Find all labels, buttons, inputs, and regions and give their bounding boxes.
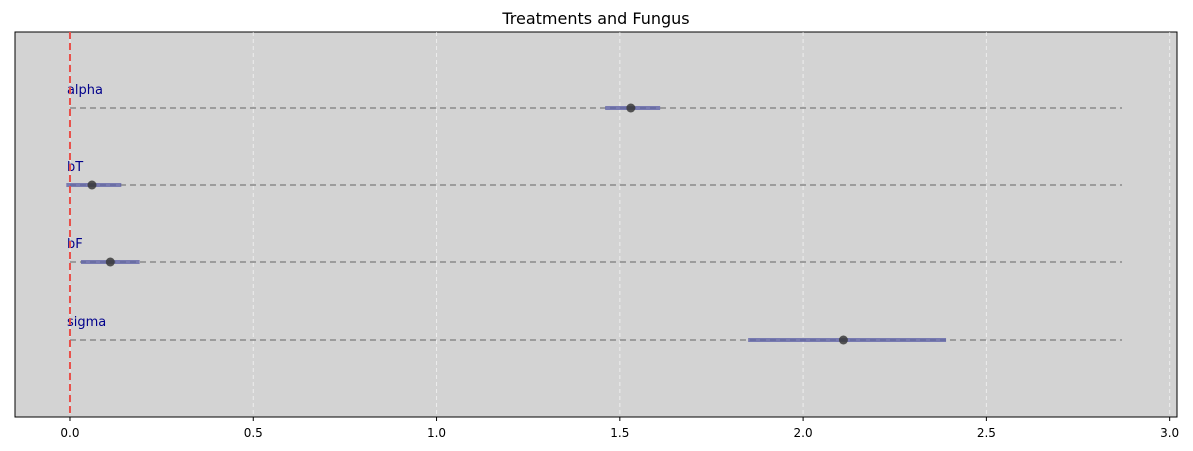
plot-area (14, 31, 1178, 418)
x-tick-label: 1.5 (610, 426, 629, 440)
parameter-label: sigma (67, 315, 106, 330)
parameter-row: sigma (67, 315, 1123, 345)
parameter-label: bT (67, 160, 83, 175)
parameter-row: bF (67, 237, 1123, 267)
x-tick-label: 3.0 (1160, 426, 1179, 440)
chart-title: Treatments and Fungus (501, 9, 689, 28)
x-axis: 0.0 0.5 1.0 1.5 2.0 2.5 3.0 (60, 417, 1179, 440)
x-tick-label: 2.0 (794, 426, 813, 440)
parameter-row: alpha (67, 83, 1123, 113)
parameter-rows: alpha bT bF sigma (66, 83, 1123, 345)
x-tick-label: 0.0 (60, 426, 79, 440)
mean-point (87, 180, 97, 190)
gridlines (69, 32, 1171, 417)
x-tick-label: 2.5 (977, 426, 996, 440)
mean-point (838, 335, 848, 345)
x-tick-label: 1.0 (427, 426, 446, 440)
parameter-row: bT (66, 160, 1123, 190)
parameter-label: alpha (67, 83, 103, 98)
mean-point (626, 103, 636, 113)
x-tick-label: 0.5 (244, 426, 263, 440)
parameter-label: bF (67, 237, 83, 252)
mean-point (105, 257, 115, 267)
